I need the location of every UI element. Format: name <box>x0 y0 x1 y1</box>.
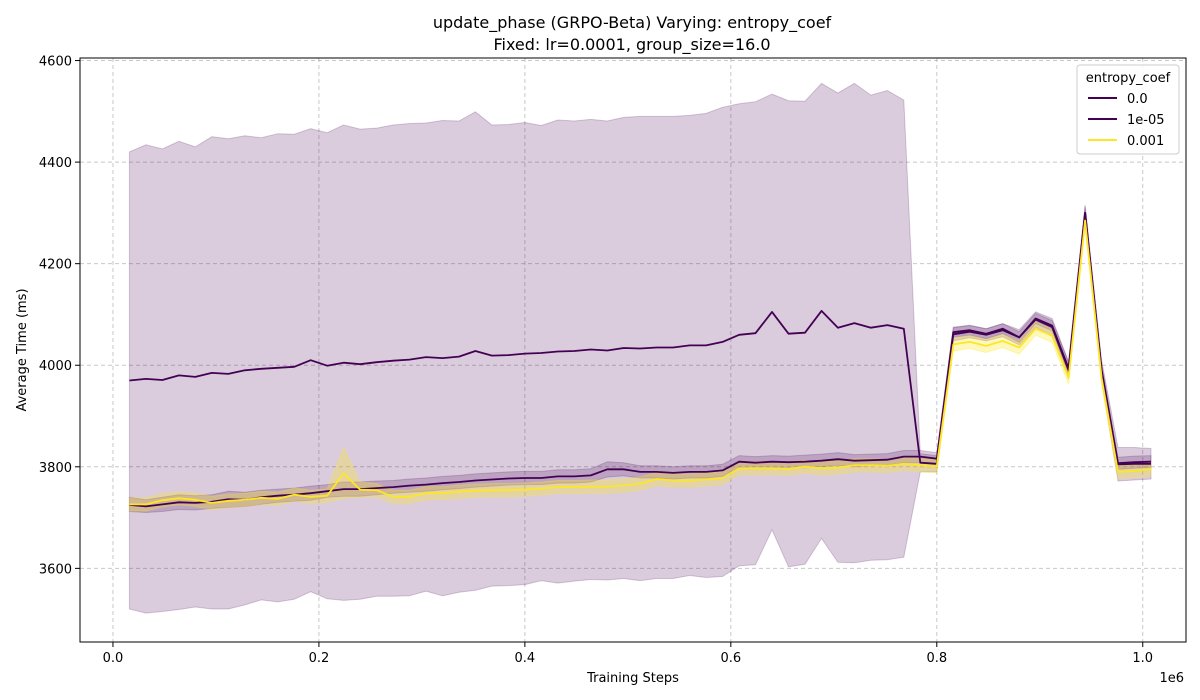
series-lines <box>129 211 1152 508</box>
legend-entry: 0.0 <box>1127 92 1148 107</box>
series-band-1 <box>128 206 1152 514</box>
legend-entry: 1e-05 <box>1127 113 1165 128</box>
y-tick-label: 4000 <box>39 359 72 374</box>
x-tick-label: 0.4 <box>515 651 536 666</box>
y-tick-label: 4600 <box>39 55 72 70</box>
legend-entry: 0.001 <box>1127 134 1164 149</box>
y-tick-label: 3800 <box>39 461 72 476</box>
grid <box>80 58 1186 642</box>
legend-title: entropy_coef <box>1086 71 1171 86</box>
series-band-2 <box>128 213 1152 512</box>
y-axis-label: Average Time (ms) <box>15 288 30 411</box>
x-axis-label: Training Steps <box>586 671 679 686</box>
legend-box <box>1076 64 1180 155</box>
x-tick-label: 0.6 <box>720 651 741 666</box>
series-line-2 <box>129 219 1152 506</box>
series-line-0 <box>129 211 1151 466</box>
axis-ticks: 0.0 0.2 0.4 0.6 0.8 1.0 3600 3800 4000 4200 4400 46… <box>39 55 1153 666</box>
chart-title: update_phase (GRPO-Beta) Varying: entrop… <box>433 13 832 33</box>
legend: entropy_coef 0.0 1e-05 0.001 <box>1076 64 1180 155</box>
x-tick-label: 0.8 <box>926 651 947 666</box>
y-tick-label: 4400 <box>39 156 72 171</box>
y-tick-label: 3600 <box>39 562 72 577</box>
x-axis-offset-label: 1e6 <box>1159 671 1184 686</box>
plot-area-frame <box>79 57 1187 643</box>
x-tick-label: 0.2 <box>309 651 330 666</box>
chart-subtitle: Fixed: lr=0.0001, group_size=16.0 <box>493 35 770 55</box>
x-tick-label: 0.0 <box>103 651 124 666</box>
series-line-1 <box>129 211 1152 508</box>
y-tick-label: 4200 <box>39 258 72 273</box>
x-tick-label: 1.0 <box>1132 651 1153 666</box>
